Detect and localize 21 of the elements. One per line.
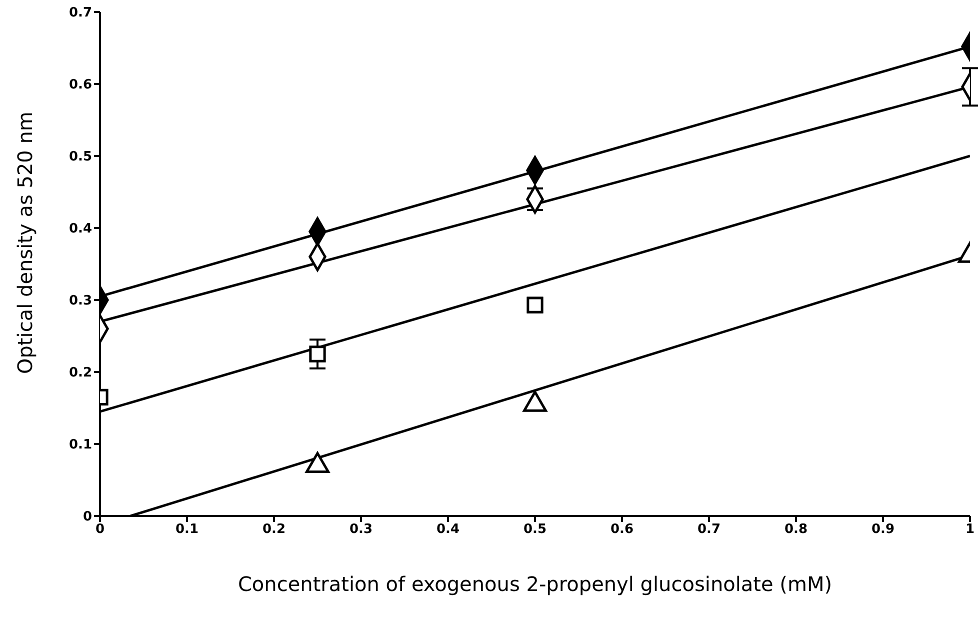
x-tick-label: 0.9 [871,522,895,538]
x-tick-label: 0.6 [610,522,634,538]
x-tick-label: 1 [965,522,975,538]
x-axis-title: Concentration of exogenous 2-propenyl glucosinolate (mM) [238,572,832,596]
x-tick-label: 0.2 [262,522,286,538]
x-tick-label: 0.4 [436,522,460,538]
x-tick-label: 0 [95,522,105,538]
y-tick-label: 0.4 [68,222,92,237]
x-tick-label: 0.5 [523,522,547,538]
y-tick-label: 0.6 [68,78,92,93]
y-axis-title: Optical density as 520 nm [13,112,38,374]
x-tick-label: 0.1 [175,522,199,538]
y-tick-label: 0.1 [68,438,92,453]
y-tick-label: 0.7 [68,6,92,21]
x-tick-label: 0.3 [349,522,373,538]
x-tick-label: 0.7 [697,522,721,538]
y-tick-label: 0.5 [68,150,92,165]
y-tick-label: 0.2 [68,366,92,381]
y-tick-label: 0 [82,510,92,525]
x-tick-label: 0.8 [784,522,808,538]
y-tick-label: 0.3 [68,294,92,309]
